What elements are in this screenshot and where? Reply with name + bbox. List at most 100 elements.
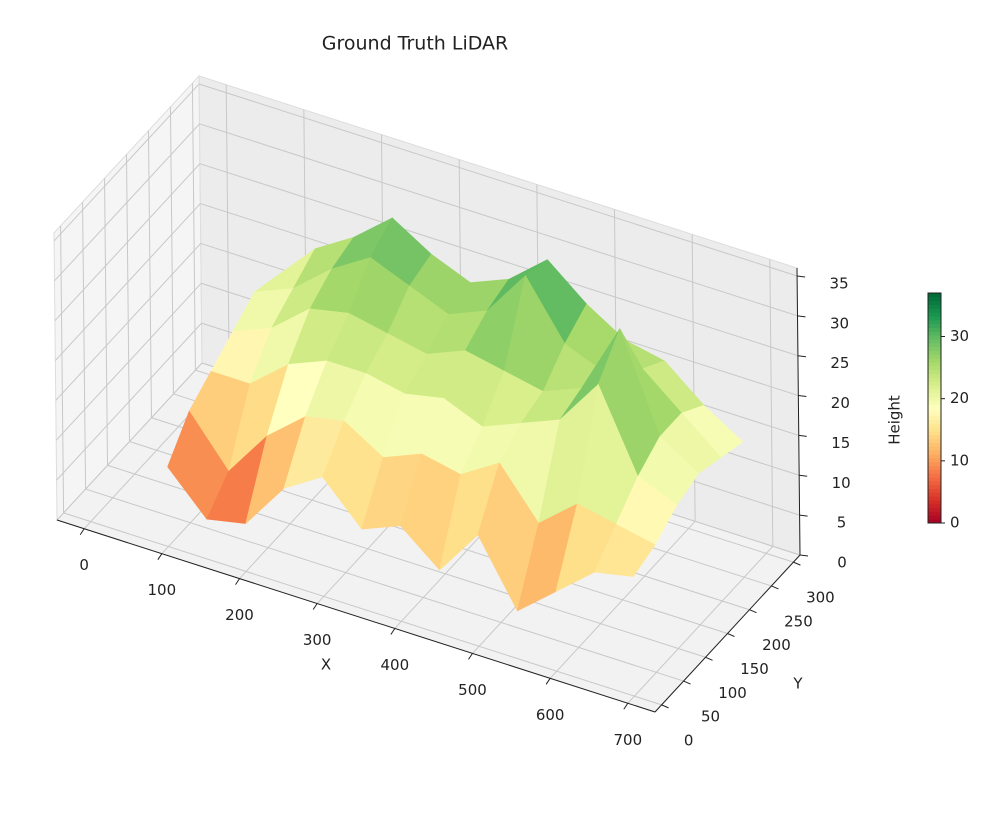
y-tick-label: 100	[718, 684, 747, 702]
colorbar-tick-label: 20	[950, 389, 969, 407]
tick-mark	[235, 578, 240, 585]
tick-mark	[661, 704, 669, 709]
colorbar-segment	[928, 316, 941, 321]
colorbar-segment	[928, 496, 941, 501]
colorbar-segment	[928, 454, 941, 459]
colorbar-segment	[928, 488, 941, 493]
tick-mark	[798, 395, 807, 398]
colorbar-tick-label: 30	[950, 327, 969, 345]
colorbar-segment	[928, 408, 941, 413]
grid-line	[54, 123, 200, 282]
z-tick-label: 0	[837, 554, 847, 572]
colorbar-segment	[928, 358, 941, 363]
z-axis-label: Height	[886, 395, 904, 445]
colorbar-segment	[928, 327, 941, 332]
colorbar-segment	[928, 304, 941, 309]
colorbar-segment	[928, 319, 941, 325]
colorbar-segment	[928, 354, 941, 359]
colorbar-segment	[928, 423, 941, 428]
colorbar-segment	[928, 484, 941, 489]
colorbar-segment	[928, 503, 941, 509]
tick-mark	[727, 633, 735, 637]
colorbar-segment	[928, 339, 941, 344]
colorbar-segment	[928, 342, 941, 348]
colorbar-segment	[928, 434, 941, 440]
z-tick-label: 15	[831, 434, 850, 452]
colorbar-segment	[928, 365, 941, 371]
z-tick-label: 20	[831, 394, 850, 412]
colorbar-frame	[927, 292, 942, 524]
colorbar-segment	[928, 377, 941, 382]
colorbar-segment	[928, 450, 941, 455]
x-tick-label: 300	[303, 631, 332, 649]
colorbar-segment	[928, 293, 941, 298]
z-tick-label: 5	[837, 514, 847, 532]
surface-patch	[593, 523, 656, 577]
tick-mark	[157, 553, 163, 560]
colorbar-segment	[928, 308, 941, 313]
x-tick-label: 600	[536, 706, 565, 724]
grid-line	[55, 282, 202, 441]
colorbar-segment	[928, 492, 941, 497]
grid-line	[63, 512, 662, 706]
y-tick-label: 200	[762, 636, 791, 654]
colorbar-segment	[928, 511, 941, 516]
colorbar-segment	[928, 431, 941, 436]
grid-line	[199, 123, 798, 317]
tick-mark	[749, 609, 757, 614]
tick-mark	[771, 585, 779, 590]
colorbar-segment	[928, 388, 941, 394]
grid-line	[55, 243, 202, 401]
grid-line	[56, 322, 202, 481]
colorbar-segment	[928, 469, 941, 474]
tick-mark	[793, 561, 801, 566]
y-axis-label: Y	[792, 675, 803, 693]
colorbar-segment	[928, 362, 941, 367]
grid-line	[53, 83, 200, 242]
tick-mark	[312, 603, 318, 610]
tick-mark	[799, 514, 808, 517]
colorbar-segment	[928, 381, 941, 386]
colorbar-segment	[928, 323, 941, 328]
x-tick-label: 400	[381, 656, 410, 674]
colorbar-segment	[928, 373, 941, 378]
grid-line	[54, 203, 201, 361]
tick-mark	[705, 656, 713, 661]
y-tick-label: 250	[784, 612, 813, 630]
colorbar-segment	[928, 477, 941, 482]
colorbar-segment	[928, 515, 941, 520]
colorbar-segment	[928, 296, 941, 302]
z-tick-label: 10	[832, 474, 851, 492]
colorbar-segment	[928, 396, 941, 401]
colorbar-segment	[928, 442, 941, 447]
tick-mark	[797, 275, 806, 278]
grid-line	[85, 488, 684, 682]
colorbar-segment	[928, 473, 941, 478]
colorbar-segment	[928, 411, 941, 417]
y-tick-label: 300	[806, 589, 835, 607]
tick-mark	[798, 434, 807, 437]
chart-title: Ground Truth LiDAR	[322, 33, 508, 55]
colorbar-segment	[928, 385, 941, 390]
tick-mark	[390, 628, 396, 635]
x-axis-line	[56, 519, 656, 713]
y-tick-label: 150	[740, 660, 769, 678]
colorbar-segment	[928, 500, 941, 505]
colorbar-segment	[928, 457, 941, 463]
tick-mark	[799, 554, 809, 557]
tick-mark	[468, 653, 473, 660]
tick-mark	[623, 702, 629, 710]
grid-line	[56, 362, 203, 521]
y-tick-label: 0	[684, 731, 694, 749]
tick-mark	[797, 355, 806, 358]
colorbar-segment	[928, 427, 941, 432]
colorbar-segment	[928, 346, 941, 351]
x-tick-label: 100	[148, 581, 177, 599]
z-tick-label: 30	[830, 314, 849, 332]
colorbar-segment	[928, 519, 941, 524]
tick-mark	[797, 315, 806, 318]
y-tick-label: 50	[701, 708, 720, 726]
x-tick-label: 200	[225, 606, 254, 624]
tick-mark	[799, 474, 808, 477]
